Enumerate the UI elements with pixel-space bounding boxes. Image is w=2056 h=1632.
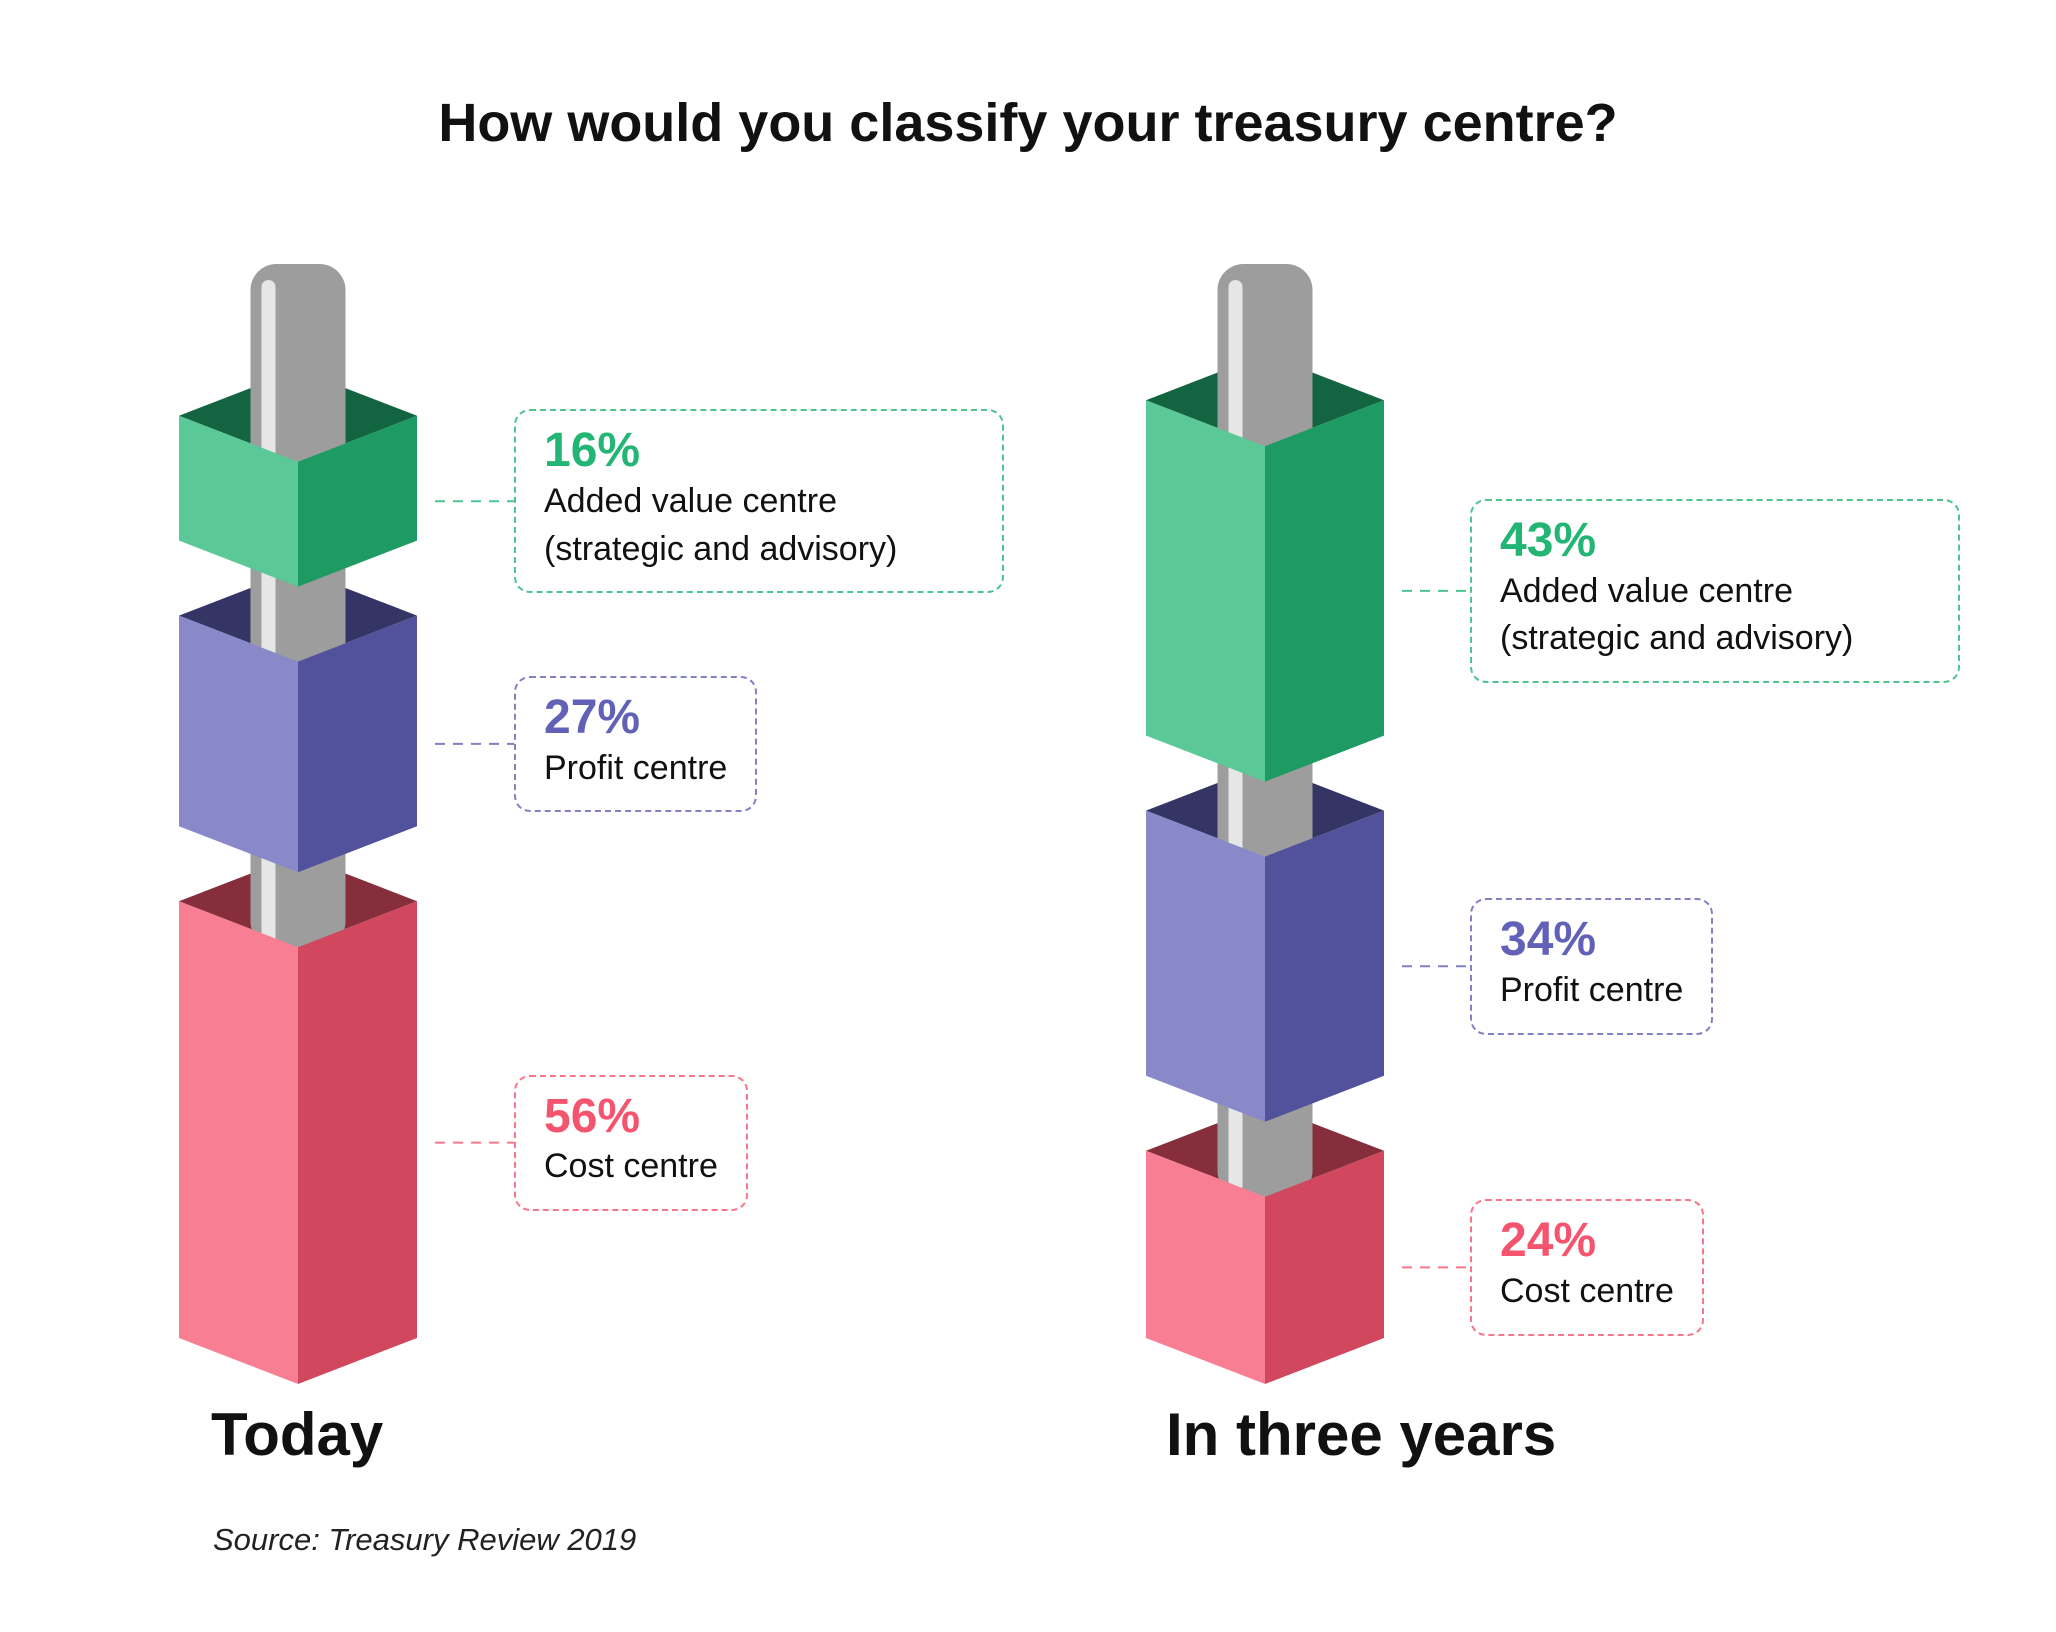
- callout: 27% Profit centre: [514, 675, 758, 813]
- value-label: 27%: [544, 690, 641, 744]
- box: [1146, 810, 1384, 1122]
- callout: 16% Added value centre (strategic and adv…: [514, 409, 1004, 594]
- box-left-face: [179, 901, 298, 1384]
- chart-title: Today: [211, 1401, 384, 1468]
- chart-title: In three years: [1166, 1401, 1557, 1468]
- value-label: 24%: [1500, 1214, 1597, 1268]
- category-label: Added value centre (strategic and adviso…: [1500, 571, 1854, 658]
- callout: 43% Added value centre (strategic and adv…: [1470, 498, 1960, 683]
- category-label: Cost centre: [544, 1147, 718, 1186]
- value-label: 56%: [544, 1089, 641, 1143]
- source-note: Source: Treasury Review 2019: [213, 1522, 637, 1557]
- box-right-face: [1265, 1150, 1384, 1384]
- callout: 24% Cost centre: [1470, 1199, 1704, 1336]
- box-right-face: [298, 415, 417, 587]
- value-label: 43%: [1500, 513, 1597, 567]
- box-left-face: [1146, 810, 1265, 1122]
- box-left-face: [179, 415, 298, 587]
- page-title: How would you classify your treasury cen…: [438, 93, 1618, 153]
- category-label: Profit centre: [1500, 970, 1684, 1009]
- value-label: 16%: [544, 424, 641, 478]
- box: [179, 615, 417, 873]
- box: [1146, 400, 1384, 782]
- category-label: Profit centre: [544, 748, 728, 787]
- box: [179, 901, 417, 1384]
- box-left-face: [1146, 1150, 1265, 1384]
- box-right-face: [1265, 400, 1384, 782]
- box-right-face: [298, 901, 417, 1384]
- callout: 56% Cost centre: [514, 1074, 748, 1211]
- category-label: Cost centre: [1500, 1272, 1674, 1311]
- box-right-face: [1265, 810, 1384, 1122]
- box-left-face: [1146, 400, 1265, 782]
- category-label: Added value centre (strategic and adviso…: [544, 481, 898, 568]
- value-label: 34%: [1500, 913, 1597, 967]
- box-right-face: [298, 615, 417, 873]
- box-left-face: [179, 615, 298, 873]
- box: [179, 415, 417, 587]
- box: [1146, 1150, 1384, 1384]
- callout: 34% Profit centre: [1470, 898, 1714, 1035]
